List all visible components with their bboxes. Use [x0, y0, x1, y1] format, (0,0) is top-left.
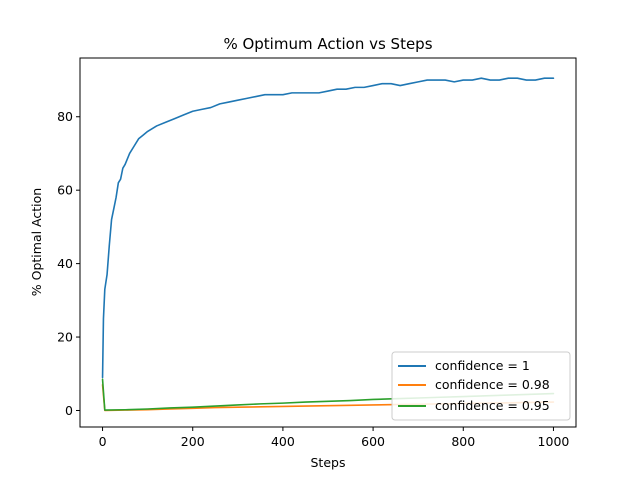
y-axis-label: % Optimal Action [29, 188, 44, 296]
y-tick-label: 60 [57, 183, 73, 198]
y-tick-label: 0 [65, 403, 73, 418]
x-tick-label: 1000 [538, 434, 570, 449]
legend-label-confidence-0-98: confidence = 0.98 [435, 377, 550, 392]
y-tick-label: 80 [57, 109, 73, 124]
legend: confidence = 1 confidence = 0.98 confide… [391, 351, 571, 421]
legend-label-confidence-1: confidence = 1 [435, 358, 530, 373]
legend-label-confidence-0-95: confidence = 0.95 [435, 398, 550, 413]
chart-title: % Optimum Action vs Steps [223, 35, 432, 53]
x-axis-label: Steps [311, 455, 346, 470]
x-tick-label: 800 [451, 434, 475, 449]
x-axis: 0 200 400 600 800 1000 [99, 427, 570, 449]
plot-frame [79, 57, 577, 428]
x-tick-label: 400 [271, 434, 295, 449]
x-tick-label: 200 [181, 434, 205, 449]
plot-area [79, 57, 577, 428]
x-tick-label: 0 [99, 434, 107, 449]
y-axis: 0 20 40 60 80 [57, 109, 80, 418]
y-tick-label: 20 [57, 330, 73, 345]
x-tick-label: 600 [361, 434, 385, 449]
series-line-confidence-1 [101, 77, 555, 379]
y-tick-label: 40 [57, 256, 73, 271]
legend-box [391, 351, 571, 421]
